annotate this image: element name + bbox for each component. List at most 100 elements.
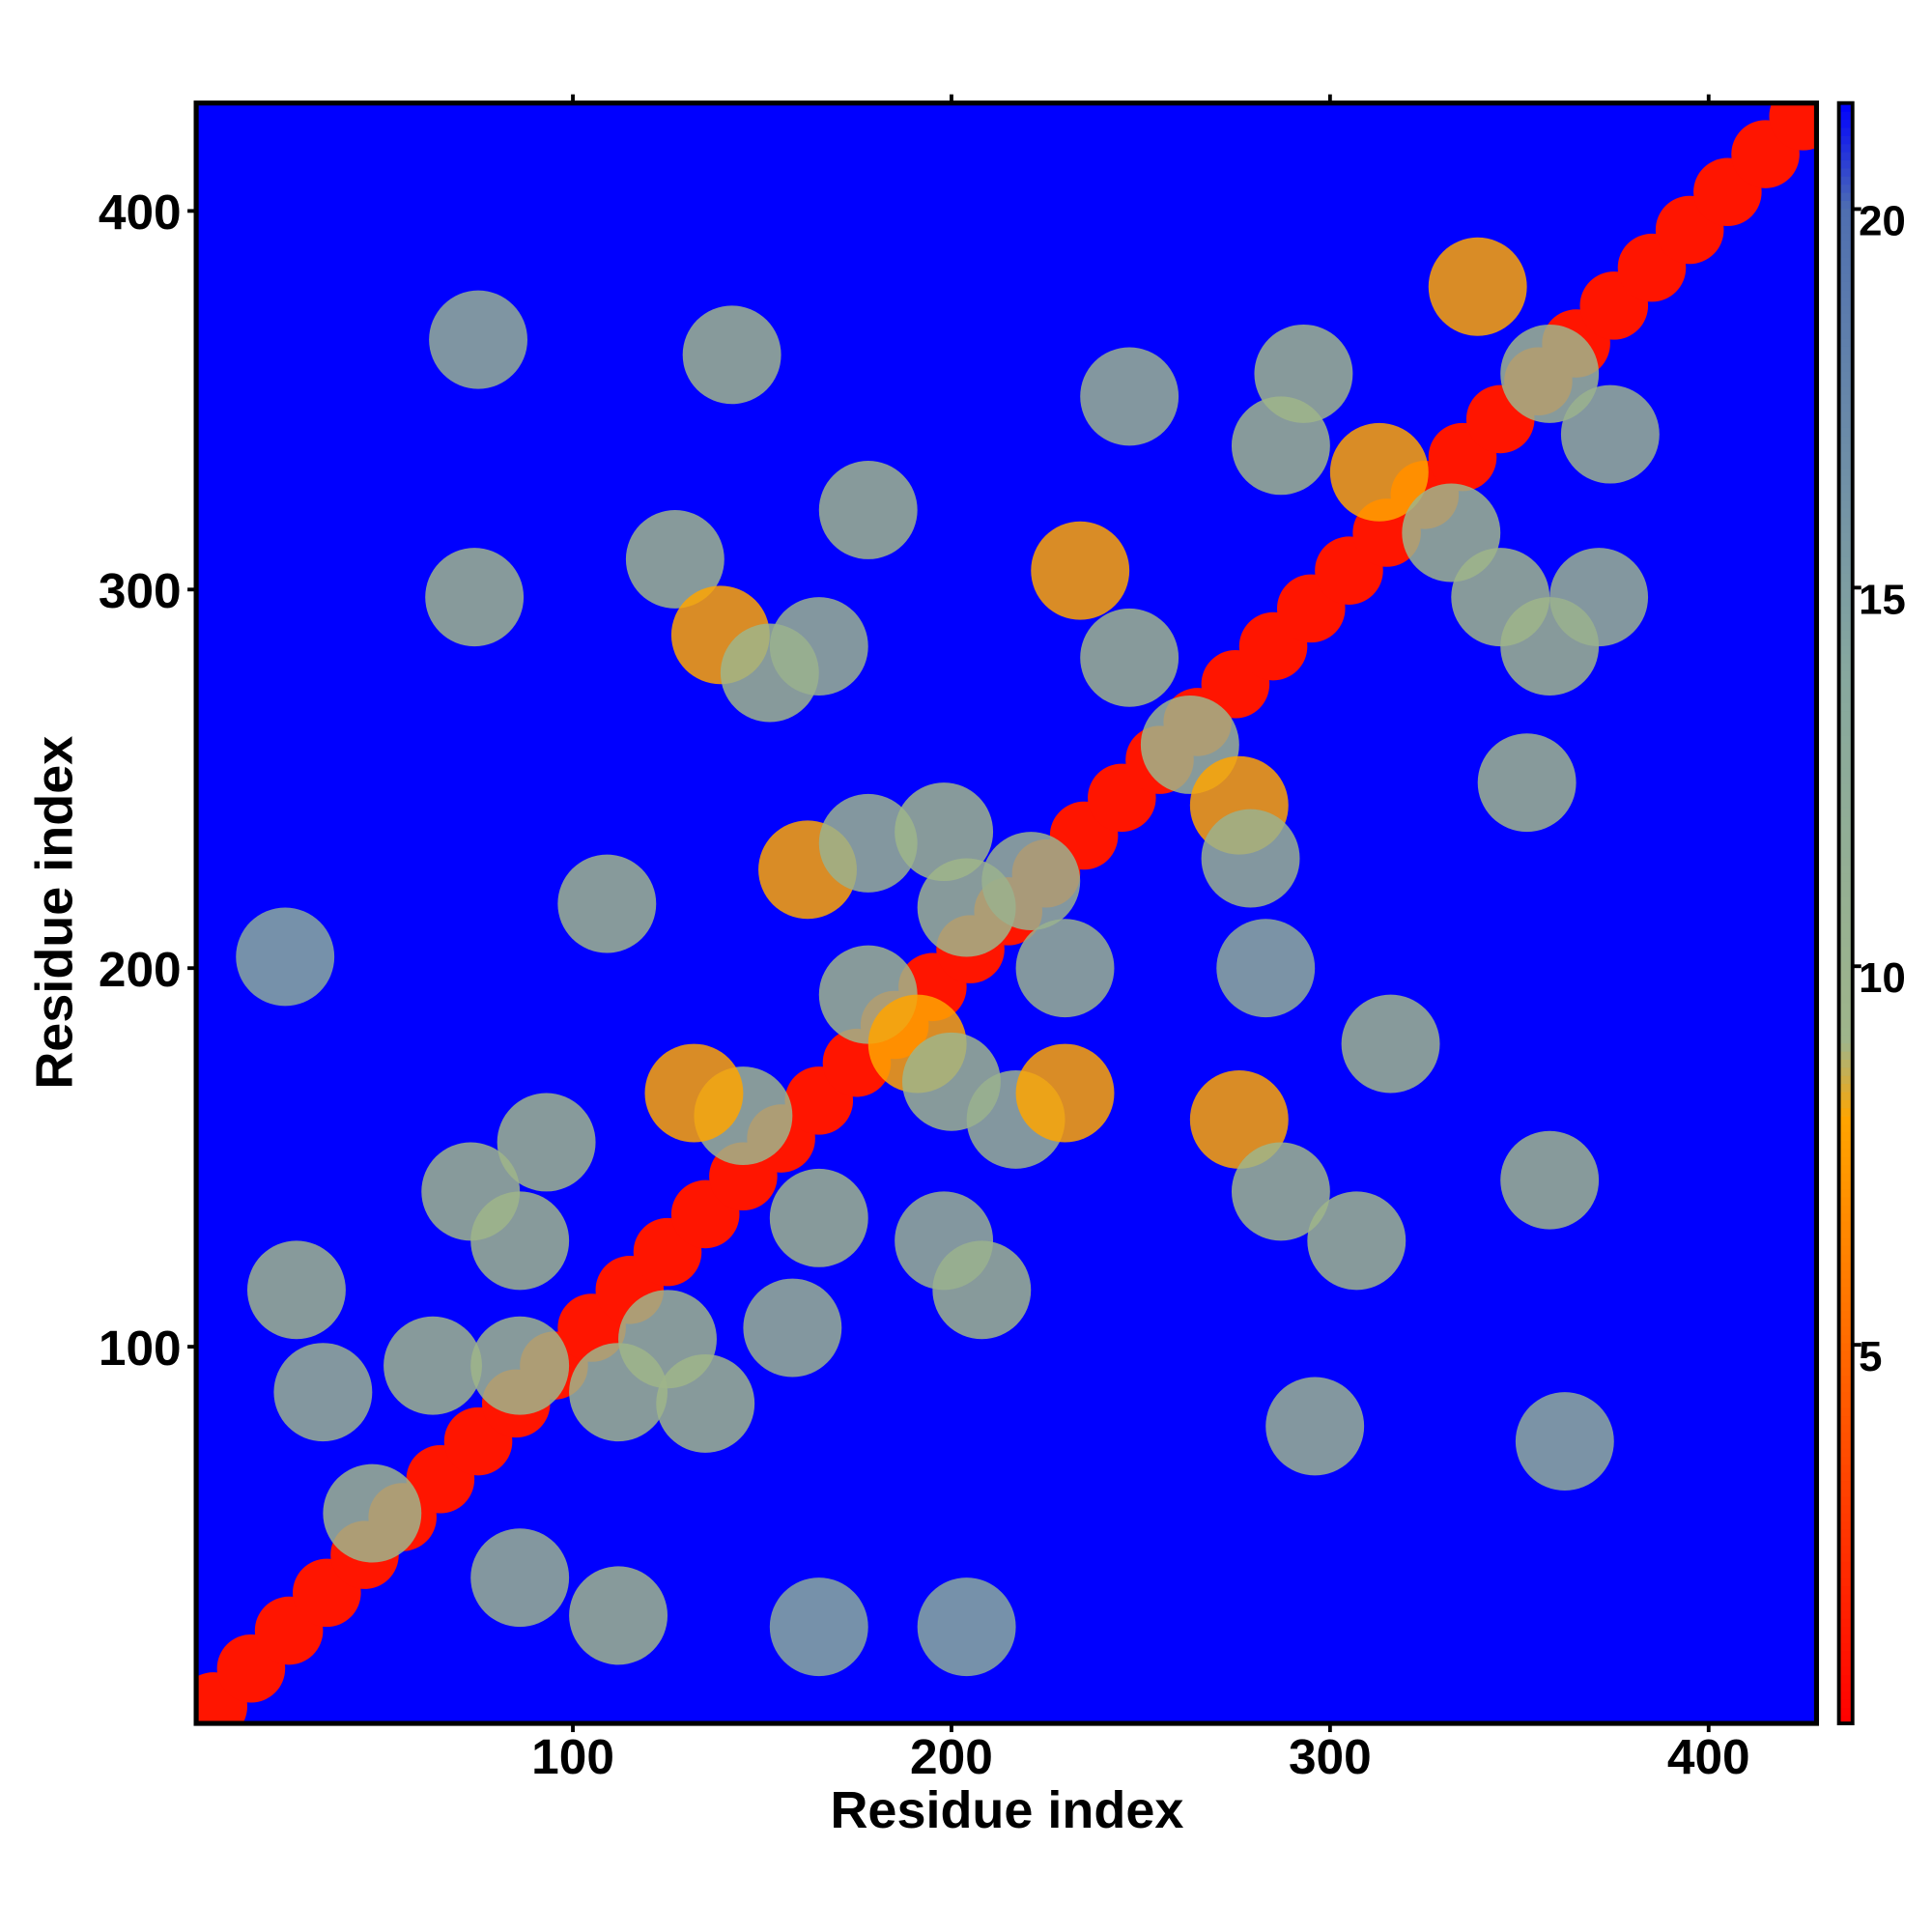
colorbar-segment (1838, 1042, 1853, 1052)
colorbar-segment (1838, 669, 1853, 679)
colorbar-segment (1838, 442, 1853, 452)
x-axis-title: Residue index (830, 1781, 1183, 1839)
contact-cell (1231, 1142, 1330, 1241)
colorbar-segment (1838, 1253, 1853, 1263)
contact-cell (425, 548, 525, 647)
colorbar-segment (1838, 588, 1853, 598)
colorbar-segment (1838, 799, 1853, 809)
colorbar-segment (1838, 1301, 1853, 1311)
colorbar-segment (1838, 1666, 1853, 1676)
colorbar-segment (1838, 152, 1853, 161)
contact-cell (470, 1316, 570, 1415)
colorbar-segment (1838, 1212, 1853, 1222)
colorbar-segment (1838, 581, 1853, 590)
colorbar-segment (1838, 815, 1853, 825)
colorbar-segment (1838, 1155, 1853, 1166)
colorbar-segment (1838, 653, 1853, 664)
contact-cell (497, 1093, 596, 1192)
colorbar-segment (1838, 1293, 1853, 1303)
colorbar-segment (1838, 184, 1853, 193)
contact-cell (1216, 919, 1316, 1018)
colorbar-segment (1838, 232, 1853, 242)
colorbar-segment (1838, 1504, 1853, 1514)
colorbar-segment (1838, 313, 1853, 323)
colorbar-segment (1838, 1035, 1853, 1044)
colorbar-segment (1838, 305, 1853, 315)
colorbar-segment (1838, 751, 1853, 760)
colorbar-segment (1838, 638, 1853, 647)
contact-cell (1307, 1191, 1406, 1291)
colorbar-segment (1838, 1236, 1853, 1246)
colorbar-segment (1838, 1488, 1853, 1497)
contact-cell (1201, 809, 1300, 908)
contact-cell (384, 1316, 482, 1415)
colorbar-segment (1838, 686, 1853, 696)
colorbar-segment (1838, 1375, 1853, 1384)
colorbar-segment (1838, 710, 1853, 720)
colorbar-segment (1838, 1456, 1853, 1465)
contact-cell (1500, 1130, 1600, 1230)
colorbar-segment (1838, 411, 1853, 420)
contact-cell (981, 832, 1081, 931)
colorbar-segment (1838, 111, 1853, 121)
colorbar-segment (1838, 1140, 1853, 1150)
colorbar-segment (1838, 839, 1853, 849)
colorbar-segment (1838, 702, 1853, 712)
colorbar-segment (1838, 759, 1853, 769)
colorbar-segment (1838, 1593, 1853, 1603)
colorbar-segment (1838, 337, 1853, 347)
colorbar-segment (1838, 573, 1853, 582)
contact-cell (429, 290, 528, 389)
y-axis-title: Residue index (26, 736, 84, 1090)
colorbar-segment (1838, 872, 1853, 882)
colorbar-segment (1838, 257, 1853, 267)
y-tick-label: 100 (99, 1320, 182, 1376)
colorbar-segment (1838, 1131, 1853, 1141)
colorbar-segment (1838, 913, 1853, 923)
colorbar-segment (1838, 1002, 1853, 1011)
plot-frame (193, 100, 1820, 1726)
colorbar-segment (1838, 678, 1853, 688)
contact-cell (323, 1463, 422, 1563)
colorbar-segment (1838, 1399, 1853, 1408)
colorbar-segment (1838, 1350, 1853, 1360)
contact-cell (470, 1191, 570, 1291)
colorbar-segment (1838, 1447, 1853, 1457)
colorbar-segment (1838, 1650, 1853, 1660)
contact-cell (1080, 608, 1179, 707)
colorbar-segment (1838, 1569, 1853, 1578)
colorbar-segment (1838, 1326, 1853, 1336)
colorbar-segment (1838, 191, 1853, 201)
colorbar-segment (1838, 808, 1853, 817)
colorbar-segment (1838, 1286, 1853, 1295)
colorbar-segment (1838, 985, 1853, 995)
colorbar-segment (1838, 1472, 1853, 1482)
colorbar-segment (1838, 354, 1853, 363)
colorbar-frame (1836, 100, 1855, 1725)
colorbar-segment (1838, 1577, 1853, 1587)
contact-cell (569, 1566, 668, 1665)
colorbar-segment (1838, 1480, 1853, 1490)
colorbar-segment (1838, 176, 1853, 185)
contact-cell (246, 1240, 346, 1340)
contact-cell (236, 907, 335, 1007)
contact-cell (569, 1343, 668, 1442)
colorbar-segment (1838, 1528, 1853, 1538)
colorbar-segment (1838, 1634, 1853, 1643)
colorbar-segment (1838, 1690, 1853, 1700)
contact-cell (895, 1191, 994, 1291)
colorbar-segment (1838, 540, 1853, 550)
colorbar-segment (1838, 1099, 1853, 1109)
contact-cell (1015, 919, 1115, 1018)
colorbar-segment (1838, 1310, 1853, 1320)
colorbar-segment (1838, 904, 1853, 915)
colorbar-segment (1838, 427, 1853, 437)
colorbar-segment (1838, 994, 1853, 1004)
colorbar-segment (1838, 1520, 1853, 1530)
colorbar-segment (1838, 167, 1853, 177)
colorbar-segment (1838, 394, 1853, 404)
contact-cell (1265, 1377, 1365, 1476)
colorbar-segment (1838, 1561, 1853, 1571)
heatmap-cells (196, 102, 1817, 1724)
contact-cell (818, 461, 918, 559)
